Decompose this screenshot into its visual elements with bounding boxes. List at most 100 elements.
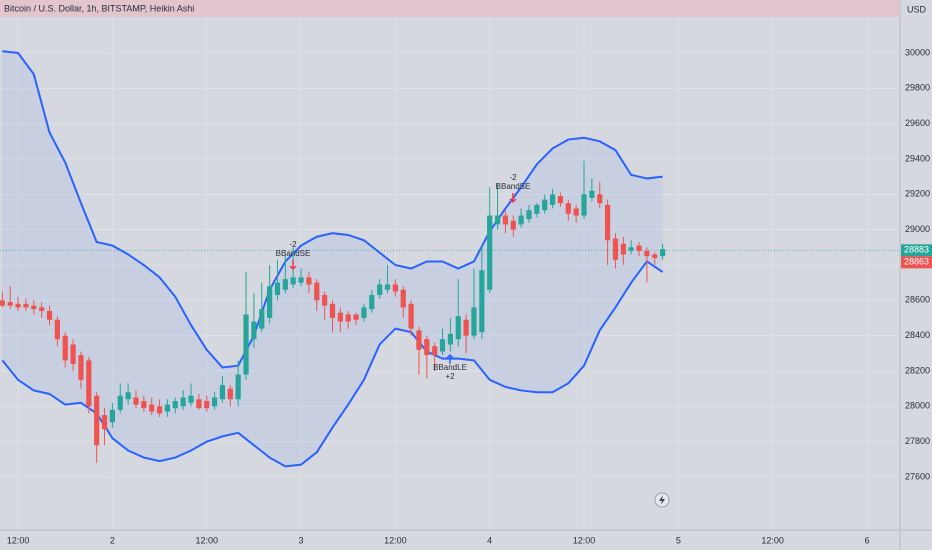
candle-body — [581, 194, 587, 216]
candle-body — [597, 194, 603, 204]
y-tick-label: 29200 — [905, 189, 930, 199]
candle-body — [510, 220, 516, 230]
y-tick-label: 28200 — [905, 365, 930, 375]
icon-bolt[interactable] — [659, 495, 665, 505]
y-tick-label: 29000 — [905, 224, 930, 234]
candle-body — [612, 238, 619, 260]
candle-body — [432, 346, 438, 356]
candle-body — [392, 284, 398, 292]
candle-body — [494, 215, 501, 225]
x-tick-label: 12:00 — [384, 535, 407, 545]
candle-body — [361, 307, 367, 318]
candle-body — [227, 388, 233, 400]
band-line — [1, 260, 664, 468]
x-tick-label: 3 — [299, 535, 304, 545]
y-tick-label: 29400 — [905, 153, 930, 163]
sell-arrow — [509, 193, 517, 204]
candle-body — [636, 245, 642, 251]
candle-body — [267, 286, 273, 318]
price-label-box — [901, 256, 932, 269]
candle-body — [652, 254, 658, 258]
candle-body — [573, 208, 579, 216]
candle-body — [526, 210, 532, 220]
x-tick-label: 6 — [864, 535, 869, 545]
candle-body — [377, 284, 383, 296]
candle-body — [471, 307, 477, 336]
candle-body — [290, 277, 296, 285]
band-fill — [2, 51, 663, 467]
candle-body — [243, 314, 249, 375]
x-tick-label: 4 — [487, 535, 492, 545]
y-tick-label: 28000 — [905, 401, 930, 411]
candle-body — [274, 282, 281, 296]
y-tick-label: 30000 — [905, 47, 930, 57]
candle-body — [54, 319, 60, 340]
candle-body — [125, 392, 131, 400]
candle-body — [156, 406, 163, 414]
candle-body — [322, 295, 328, 306]
candle-body — [204, 401, 210, 409]
candle-body — [101, 415, 108, 430]
x-tick-label: 2 — [110, 535, 115, 545]
candle-body — [439, 339, 446, 352]
candle-body — [172, 401, 178, 409]
candle-body — [314, 282, 320, 301]
candle-body — [660, 249, 666, 257]
candle-body — [282, 279, 288, 290]
candle-body — [644, 250, 650, 257]
candle-body — [337, 312, 343, 322]
candle-body — [542, 199, 548, 211]
candle-body — [557, 196, 564, 204]
candle-body — [70, 344, 76, 364]
plot — [0, 50, 900, 468]
annotation-label: BBandSE — [276, 249, 311, 258]
candle-body — [408, 303, 414, 329]
candle-body — [78, 355, 84, 380]
x-tick-label: 5 — [676, 535, 681, 545]
annotation-label: BBandLE — [433, 363, 467, 372]
lightning-icon[interactable] — [654, 492, 670, 508]
candle-body — [518, 215, 524, 225]
x-tick-label: 12:00 — [7, 535, 30, 545]
candle-body — [329, 303, 336, 318]
candle-body — [251, 321, 257, 340]
candle-body — [384, 284, 391, 290]
annotation-qty: -2 — [509, 173, 517, 182]
candle-body — [345, 314, 351, 322]
candle-body — [219, 385, 226, 400]
candle-body — [400, 289, 406, 308]
candle-body — [141, 401, 147, 409]
candle-body — [534, 204, 540, 214]
candle-body — [164, 404, 171, 412]
annotation-label: BBandSE — [496, 182, 531, 191]
candle-body — [565, 203, 571, 214]
currency: USD — [907, 4, 927, 14]
candle-body — [306, 277, 312, 285]
candle-body — [455, 316, 461, 340]
y-tick-label: 29600 — [905, 118, 930, 128]
y-tick-label: 28600 — [905, 295, 930, 305]
candle-body — [31, 305, 37, 310]
header-bar — [0, 0, 900, 17]
candle-body — [604, 204, 611, 241]
candle-body — [109, 409, 116, 423]
y-tick-label: 28400 — [905, 330, 930, 340]
candle-body — [180, 397, 186, 407]
chart-title: Bitcoin / U.S. Dollar, 1h, BITSTAMP, Hei… — [4, 3, 194, 13]
candle-body — [86, 360, 92, 407]
candle-body — [188, 395, 194, 403]
candle-body — [211, 397, 218, 407]
candle-body — [479, 270, 485, 333]
x-tick-label: 12:00 — [573, 535, 596, 545]
y-tick-label: 29800 — [905, 83, 930, 93]
y-tick-label: 27600 — [905, 471, 930, 481]
candle-body — [23, 303, 29, 308]
candle-body — [298, 277, 304, 283]
y-tick-label: 27800 — [905, 436, 930, 446]
candle-body — [0, 300, 5, 306]
buy-arrow — [446, 353, 454, 364]
candle-body — [235, 374, 241, 400]
candle-body — [62, 335, 68, 361]
